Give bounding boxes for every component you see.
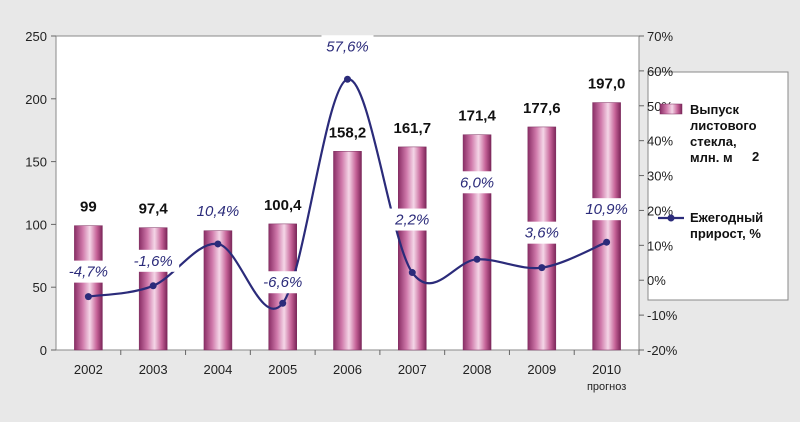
- left-axis-tick-label: 200: [25, 92, 47, 107]
- legend-line-marker: [667, 214, 675, 222]
- right-axis-tick-label: 30%: [647, 169, 673, 184]
- line-value-label: -1,6%: [134, 253, 173, 270]
- left-axis-tick-label: 50: [33, 280, 47, 295]
- left-axis-tick-label: 100: [25, 217, 47, 232]
- x-axis-tick-label: 2009: [527, 362, 556, 377]
- line-point: [473, 255, 481, 263]
- bar-value-label: 158,2: [329, 124, 367, 141]
- bar: [333, 151, 362, 351]
- line-value-label: 10,4%: [197, 203, 240, 220]
- right-axis-tick-label: 0%: [647, 273, 666, 288]
- line-value-label: 10,9%: [585, 201, 628, 218]
- line-value-label: -4,7%: [69, 264, 108, 281]
- legend-bar-label: стекла,: [690, 134, 737, 149]
- line-label-box: [451, 171, 504, 194]
- line-value-label: -6,6%: [263, 274, 302, 291]
- line-label-box: [62, 260, 115, 283]
- x-axis-tick-label: 2008: [463, 362, 492, 377]
- legend-bar-label: Выпуск: [690, 102, 739, 117]
- line-label-box: [321, 35, 374, 58]
- legend-line-label: прирост, %: [690, 226, 761, 241]
- line-value-label: 2,2%: [394, 212, 429, 229]
- x-axis-tick-label: 2010: [592, 362, 621, 377]
- x-axis-tick-label: 2007: [398, 362, 427, 377]
- line-point: [408, 269, 416, 277]
- right-axis-tick-label: 60%: [647, 64, 673, 79]
- line-label-box: [127, 249, 180, 272]
- bar-value-label: 99: [80, 199, 97, 216]
- x-axis-note: прогноз: [587, 381, 626, 393]
- x-axis-tick-label: 2003: [139, 362, 168, 377]
- line-point: [214, 240, 222, 248]
- right-axis-tick-label: 70%: [647, 29, 673, 44]
- bar-value-label: 171,4: [458, 108, 496, 125]
- legend-bar-swatch: [659, 103, 683, 115]
- line-label-box: [515, 221, 568, 244]
- right-axis-tick-label: 10%: [647, 238, 673, 253]
- line-label-box: [386, 208, 439, 231]
- bar: [203, 230, 233, 351]
- line-point: [603, 238, 611, 246]
- bar: [74, 225, 103, 351]
- line-point: [149, 282, 157, 290]
- bar-value-label: 97,4: [139, 201, 169, 218]
- right-axis-tick-label: -10%: [647, 308, 678, 323]
- line-value-label: 57,6%: [326, 38, 369, 55]
- line-point: [279, 299, 287, 307]
- bar-value-label: 100,4: [264, 197, 302, 214]
- right-axis-tick-label: 40%: [647, 134, 673, 149]
- bar: [592, 102, 621, 351]
- legend-bar-label: листового: [690, 118, 757, 133]
- line-value-label: 3,6%: [525, 225, 559, 242]
- bar-value-label: 161,7: [394, 120, 432, 137]
- bar-value-label: 177,6: [523, 100, 561, 117]
- line-label-box: [191, 199, 244, 222]
- line-point: [538, 264, 546, 272]
- left-axis-tick-label: 250: [25, 29, 47, 44]
- left-axis-tick-label: 0: [40, 343, 47, 358]
- line-point: [344, 75, 351, 83]
- right-axis-tick-label: 20%: [647, 203, 673, 218]
- legend-bar-superscript: 2: [752, 149, 759, 164]
- line-value-label: 6,0%: [460, 174, 494, 191]
- bar: [462, 134, 492, 351]
- line-point: [84, 293, 92, 301]
- legend-bar-label: млн. м: [690, 150, 733, 165]
- x-axis-tick-label: 2006: [333, 362, 362, 377]
- right-axis-tick-label: -20%: [647, 343, 678, 358]
- x-axis-tick-label: 2002: [74, 362, 103, 377]
- left-axis-tick-label: 150: [25, 155, 47, 170]
- x-axis-tick-label: 2005: [268, 362, 297, 377]
- legend-line-label: Ежегодный: [690, 210, 763, 225]
- line-label-box: [580, 198, 633, 221]
- x-axis-tick-label: 2004: [203, 362, 232, 377]
- bar-value-label: 197,0: [588, 76, 626, 93]
- line-label-box: [256, 271, 309, 294]
